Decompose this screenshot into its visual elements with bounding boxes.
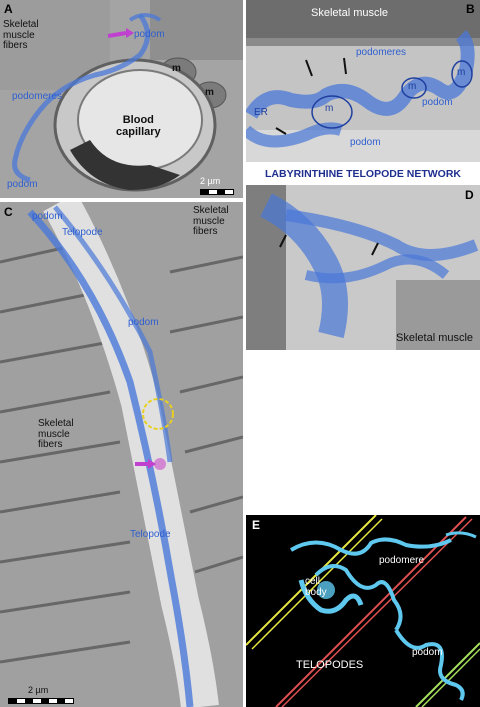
label-podomeres: podomeres — [356, 47, 407, 58]
panel-d-micrograph — [246, 185, 480, 350]
panel-letter: B — [466, 2, 475, 16]
label-podom: podom — [32, 211, 63, 222]
label-mitochondrion: m — [408, 81, 417, 92]
panel-letter: D — [465, 188, 474, 202]
panel-e-3d-rendering — [246, 515, 480, 707]
highlight-circle — [142, 398, 174, 430]
panel-e: E podomere cell body TELOPODES podom — [246, 515, 480, 707]
panel-letter: A — [4, 2, 13, 16]
panel-b: B Skeletal muscle podomeres m m m ER pod… — [246, 0, 480, 162]
label-telopode: Telopode — [130, 529, 171, 540]
panel-d: D Skeletal muscle — [246, 185, 480, 350]
label-muscle-fibers: Skeletal muscle fibers — [38, 418, 74, 450]
label-skeletal-muscle: Skeletal muscle — [396, 332, 474, 344]
label-telopode: Telopode — [62, 227, 103, 238]
scale-label: 2 µm — [200, 176, 221, 186]
scale-bar — [8, 698, 74, 704]
z-line-pattern — [0, 240, 243, 664]
panel-c-micrograph — [0, 202, 243, 707]
label-podom: podom — [134, 29, 165, 40]
label-mitochondrion: m — [325, 103, 334, 114]
label-podomere: podomere — [379, 555, 425, 566]
label-podom: podom — [350, 137, 381, 148]
network-title: LABYRINTHINE TELOPODE NETWORK — [265, 168, 461, 180]
label-cell-body: cell body — [305, 576, 327, 598]
label-telopodes: TELOPODES — [296, 659, 364, 671]
label-er: ER — [254, 107, 268, 118]
scale-bar — [200, 189, 234, 195]
panel-b-micrograph — [246, 0, 480, 162]
panel-letter: C — [4, 205, 13, 219]
panel-a-micrograph — [0, 0, 243, 198]
label-podom: podom — [422, 97, 453, 108]
label-muscle-fibers: Skeletal muscle fibers — [3, 19, 39, 51]
label-podom: podom — [128, 317, 159, 328]
panel-a: A Skeletal muscle fibers podom podomeres… — [0, 0, 243, 198]
label-podom: podom — [7, 179, 38, 190]
label-podom: podom — [412, 647, 443, 658]
label-mitochondrion: m — [205, 87, 214, 98]
label-muscle-fibers: Skeletal muscle fibers — [193, 205, 229, 237]
label-mitochondrion: m — [172, 63, 181, 74]
label-podomeres: podomeres — [12, 91, 63, 102]
scale-label: 2 µm — [28, 685, 49, 695]
label-skeletal-muscle: Skeletal muscle — [311, 7, 389, 19]
magenta-arrow-icon — [107, 31, 127, 38]
label-mitochondrion: m — [457, 67, 466, 78]
panel-letter: E — [252, 518, 261, 532]
label-blood-capillary: Blood capillary — [116, 114, 161, 138]
panel-c: C podom Telopode Skeletal muscle fibers … — [0, 202, 243, 707]
